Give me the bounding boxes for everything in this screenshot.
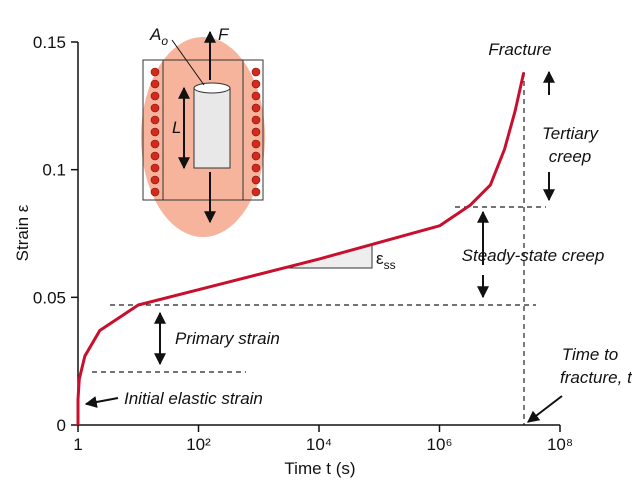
eps-subscript: ss — [384, 258, 396, 272]
y-tick-label: 0.05 — [33, 288, 66, 307]
x-tick-label: 1 — [73, 435, 82, 454]
time-to-fracture-text: fracture, t — [560, 368, 632, 387]
x-axis-label: Time t (s) — [284, 459, 355, 478]
eps-ss-label: εss — [376, 249, 396, 272]
y-tick-label: 0 — [57, 416, 66, 435]
x-tick-label: 10⁴ — [306, 435, 332, 454]
eps-text: ε — [376, 249, 384, 268]
y-tick-label: 0.1 — [42, 161, 66, 180]
x-tick-label: 10⁸ — [547, 435, 573, 454]
y-axis-label: Strain ε — [13, 204, 32, 261]
steady-state-label: Steady-state creep — [462, 246, 605, 265]
x-tick-label: 10² — [186, 435, 211, 454]
tertiary-label: Tertiary — [542, 124, 600, 143]
area-text: A — [149, 25, 161, 44]
specimen-diagram — [141, 30, 265, 237]
primary-label: Primary strain — [175, 329, 280, 348]
initial-label: Initial elastic strain — [124, 389, 263, 408]
length-label: L — [172, 118, 181, 137]
force-label: F — [218, 25, 230, 44]
x-tick-label: 10⁶ — [427, 435, 453, 454]
time-to-fracture-label: fracture, tf — [560, 368, 632, 390]
y-tick-label: 0.15 — [33, 33, 66, 52]
fracture-label: Fracture — [488, 40, 551, 59]
creep-curve — [76, 72, 526, 425]
area-label: Ao — [149, 25, 168, 48]
time-to-fracture-label: Time to — [562, 345, 619, 364]
area-subscript: o — [161, 34, 168, 48]
tertiary-label: creep — [549, 147, 592, 166]
